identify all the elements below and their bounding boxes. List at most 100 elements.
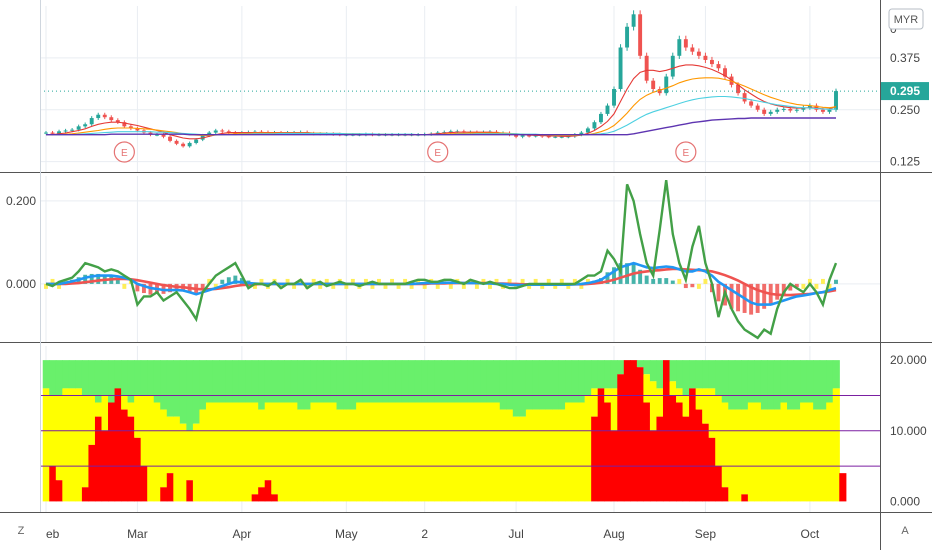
candle[interactable] bbox=[128, 126, 133, 129]
band-green-segment bbox=[140, 360, 148, 396]
price-axis[interactable]: 0.1250.2500.3750MYR0.2950.0000.2000.0001… bbox=[6, 8, 929, 508]
candle[interactable] bbox=[57, 131, 62, 134]
candle[interactable] bbox=[703, 55, 708, 60]
band-green-segment bbox=[545, 360, 553, 410]
candle[interactable] bbox=[50, 132, 55, 134]
auto-scale-button[interactable]: A bbox=[896, 522, 914, 540]
candle[interactable] bbox=[749, 101, 754, 106]
candle[interactable] bbox=[44, 132, 48, 134]
candle[interactable] bbox=[220, 130, 225, 132]
candle[interactable] bbox=[226, 131, 231, 133]
macd-line bbox=[46, 261, 837, 306]
candle[interactable] bbox=[155, 134, 159, 136]
candle[interactable] bbox=[579, 132, 584, 135]
band-green-segment bbox=[486, 360, 494, 403]
candle[interactable] bbox=[122, 122, 127, 127]
candle[interactable] bbox=[651, 80, 656, 89]
candle[interactable] bbox=[83, 124, 88, 127]
candle[interactable] bbox=[520, 135, 525, 137]
candle[interactable] bbox=[768, 111, 773, 114]
candle[interactable] bbox=[618, 47, 623, 90]
candle[interactable] bbox=[96, 114, 101, 119]
candle[interactable] bbox=[834, 91, 838, 110]
candle[interactable] bbox=[612, 89, 616, 106]
macd-pane[interactable] bbox=[44, 180, 838, 340]
candle[interactable] bbox=[546, 136, 551, 138]
candle[interactable] bbox=[115, 120, 120, 123]
candle[interactable] bbox=[742, 93, 747, 102]
candle[interactable] bbox=[644, 55, 649, 81]
candle[interactable] bbox=[638, 14, 643, 56]
candle[interactable] bbox=[794, 109, 799, 111]
candle[interactable] bbox=[213, 130, 218, 133]
candle[interactable] bbox=[788, 108, 793, 111]
candle[interactable] bbox=[76, 126, 81, 130]
band-yellow-segment bbox=[578, 402, 586, 502]
candle[interactable] bbox=[435, 132, 440, 134]
band-green-segment bbox=[499, 360, 507, 410]
band-green-segment bbox=[558, 360, 566, 410]
candle[interactable] bbox=[775, 109, 780, 112]
band-green-segment bbox=[205, 360, 214, 403]
candle[interactable] bbox=[820, 109, 825, 112]
candle[interactable] bbox=[194, 139, 199, 143]
candle[interactable] bbox=[762, 109, 767, 114]
currency-badge[interactable] bbox=[888, 8, 924, 30]
earnings-marker[interactable] bbox=[113, 141, 135, 163]
candle[interactable] bbox=[716, 64, 721, 69]
band-pane[interactable] bbox=[40, 360, 880, 502]
candle[interactable] bbox=[801, 107, 806, 110]
candle[interactable] bbox=[89, 118, 94, 125]
candle[interactable] bbox=[585, 128, 590, 133]
candle[interactable] bbox=[592, 122, 597, 129]
candle[interactable] bbox=[599, 113, 603, 123]
candle[interactable] bbox=[690, 47, 695, 52]
candle[interactable] bbox=[135, 128, 140, 131]
candle[interactable] bbox=[807, 105, 812, 108]
band-green-segment bbox=[414, 360, 423, 403]
candle[interactable] bbox=[709, 59, 714, 65]
candle[interactable] bbox=[174, 140, 179, 144]
candle[interactable] bbox=[514, 134, 519, 137]
candle[interactable] bbox=[553, 136, 558, 138]
candle[interactable] bbox=[168, 136, 173, 141]
candle[interactable] bbox=[187, 142, 192, 147]
candle[interactable] bbox=[70, 129, 75, 131]
candle[interactable] bbox=[696, 51, 701, 56]
candle[interactable] bbox=[181, 143, 186, 147]
candle[interactable] bbox=[161, 134, 166, 137]
candle[interactable] bbox=[448, 131, 453, 133]
candle[interactable] bbox=[109, 117, 114, 121]
candle[interactable] bbox=[677, 39, 682, 56]
band-yellow-segment bbox=[42, 388, 50, 502]
candle[interactable] bbox=[625, 26, 630, 48]
candle[interactable] bbox=[559, 136, 564, 138]
zoom-button[interactable]: Z bbox=[12, 522, 30, 540]
band-green-segment bbox=[421, 360, 429, 403]
candle[interactable] bbox=[63, 130, 68, 132]
candle[interactable] bbox=[605, 105, 610, 114]
candle[interactable] bbox=[102, 114, 107, 118]
candle[interactable] bbox=[781, 108, 786, 110]
band-green-segment bbox=[734, 360, 742, 410]
candle[interactable] bbox=[683, 39, 688, 48]
time-axis[interactable]: eb Mar Apr May 2 Jul Aug Sep Oct bbox=[46, 527, 820, 541]
candle[interactable] bbox=[827, 109, 832, 112]
band-yellow-segment bbox=[480, 402, 488, 502]
band-green-segment bbox=[55, 360, 63, 396]
candle[interactable] bbox=[723, 68, 727, 77]
band-yellow-segment bbox=[101, 395, 109, 431]
earnings-marker[interactable] bbox=[675, 141, 697, 163]
candle[interactable] bbox=[527, 135, 532, 137]
earnings-marker[interactable] bbox=[427, 141, 449, 163]
candle[interactable] bbox=[657, 89, 662, 94]
candle[interactable] bbox=[670, 55, 675, 77]
candle[interactable] bbox=[736, 84, 741, 94]
band-yellow-segment bbox=[499, 409, 507, 502]
candle[interactable] bbox=[664, 76, 669, 94]
candle[interactable] bbox=[755, 105, 760, 110]
candle[interactable] bbox=[631, 14, 636, 27]
